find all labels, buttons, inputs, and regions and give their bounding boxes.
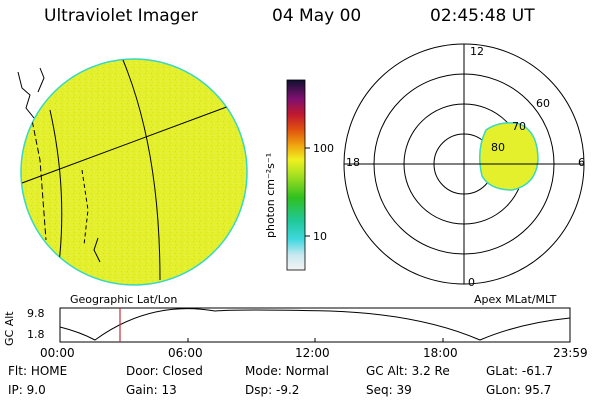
mlt-18-label: 18 (346, 156, 360, 169)
date-label: 04 May 00 (272, 6, 362, 26)
mlat-60-label: 60 (536, 97, 550, 110)
mlt-0-label: 0 (468, 276, 475, 289)
alt-xtick-0: 00:00 (40, 346, 75, 360)
info-glon: GLon: 95.7 (486, 383, 552, 397)
geographic-image (17, 58, 248, 286)
info-mode: Mode: Normal (245, 364, 329, 378)
time-label: 02:45:48 UT (430, 6, 535, 26)
polar-plot (343, 43, 585, 285)
mlat-80-label: 80 (491, 141, 505, 154)
alt-xtick-4: 23:59 (553, 346, 588, 360)
info-dsp: Dsp: -9.2 (245, 383, 300, 397)
info-seq: Seq: 39 (366, 383, 412, 397)
info-gain: Gain: 13 (126, 383, 177, 397)
altitude-curve (59, 308, 571, 341)
alt-xtick-3: 18:00 (423, 346, 458, 360)
alt-ytick-high: 9.8 (27, 307, 45, 320)
alt-ylabel: GC Alt (3, 311, 16, 346)
info-ip: IP: 9.0 (8, 383, 46, 397)
mlat-70-label: 70 (512, 120, 526, 133)
alt-xtick-2: 12:00 (295, 346, 330, 360)
mlt-12-label: 12 (470, 45, 484, 58)
mlt-6-label: 6 (578, 156, 585, 169)
colorbar-label: photon cm⁻²s⁻¹ (264, 152, 277, 238)
geographic-caption: Geographic Lat/Lon (70, 293, 178, 306)
instrument-title: Ultraviolet Imager (44, 6, 198, 26)
alt-ytick-low: 1.8 (27, 328, 45, 341)
info-door: Door: Closed (126, 364, 203, 378)
info-gc-alt: GC Alt: 3.2 Re (366, 364, 450, 378)
earth-disc (20, 58, 248, 286)
polar-caption: Apex MLat/MLT (474, 293, 557, 306)
info-glat: GLat: -61.7 (486, 364, 553, 378)
auroral-oval (479, 122, 539, 191)
alt-xtick-1: 06:00 (168, 346, 203, 360)
altitude-plot-frame (59, 307, 571, 343)
info-flt: Flt: HOME (8, 364, 68, 378)
color-scale-bar (286, 79, 310, 271)
colorbar-tick-100: 100 (313, 142, 334, 155)
colorbar-tick-10: 10 (313, 230, 327, 243)
coastline (17, 67, 101, 263)
